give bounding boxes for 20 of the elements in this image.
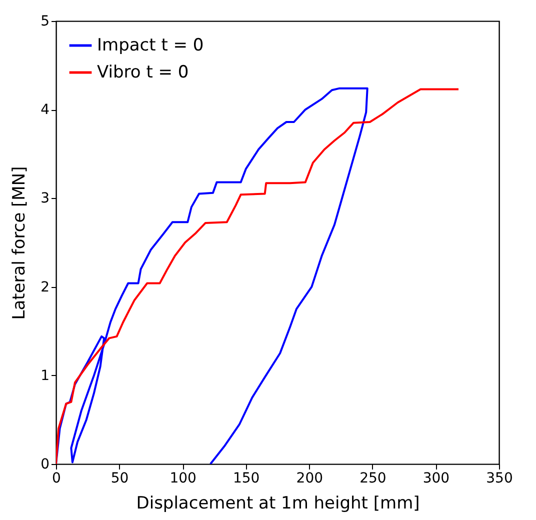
x-tick-label: 100	[170, 470, 196, 486]
x-tick-label: 50	[110, 470, 129, 486]
y-axis-title: Lateral force [MN]	[10, 166, 30, 320]
x-tick-label: 200	[296, 470, 324, 486]
x-axis-title: Displacement at 1m height [mm]	[136, 494, 420, 514]
y-tick-label: 2	[40, 279, 50, 296]
x-tick-label: 350	[486, 470, 513, 486]
y-tick-label: 5	[40, 14, 50, 30]
line-series	[56, 88, 460, 464]
x-tick-label: 0	[52, 470, 61, 486]
legend-label: Vibro t = 0	[97, 62, 189, 82]
y-tick-label: 0	[40, 456, 50, 472]
y-tick-label: 4	[40, 102, 50, 118]
line-series	[56, 87, 368, 464]
x-tick-label: 250	[360, 470, 386, 486]
y-tick-label: 1	[40, 368, 50, 384]
x-tick-label: 150	[232, 470, 260, 486]
y-tick-label: 3	[40, 190, 50, 207]
x-tick-label: 300	[422, 470, 450, 486]
legend-label: Impact t = 0	[97, 36, 204, 56]
